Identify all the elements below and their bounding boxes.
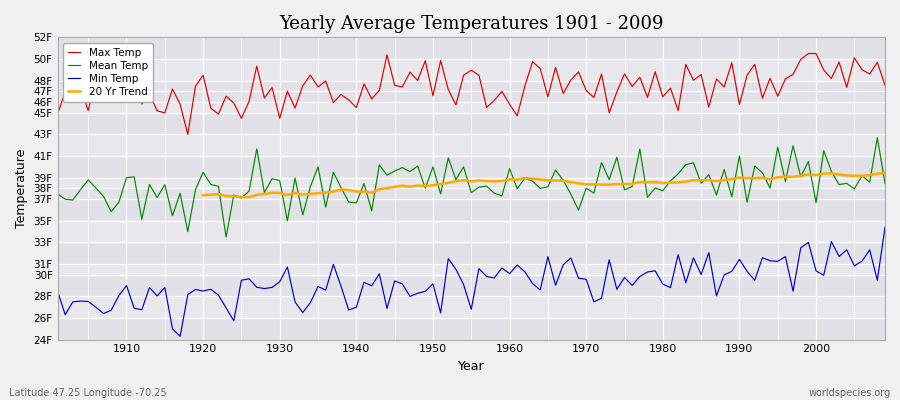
20 Yr Trend	[198, 193, 209, 198]
20 Yr Trend	[788, 174, 798, 179]
20 Yr Trend	[412, 183, 423, 188]
Max Temp	[52, 112, 63, 116]
20 Yr Trend	[297, 192, 308, 197]
Min Temp	[879, 225, 890, 230]
Mean Temp	[879, 181, 890, 186]
20 Yr Trend	[857, 174, 868, 178]
Min Temp	[52, 289, 63, 294]
Min Temp	[290, 300, 301, 304]
Max Temp	[290, 106, 301, 110]
Mean Temp	[512, 186, 523, 191]
Max Temp	[504, 102, 515, 106]
Bar	[58, 318, 885, 340]
20 Yr Trend	[772, 175, 783, 180]
Line: Min Temp: Min Temp	[58, 227, 885, 336]
Mean Temp	[52, 192, 63, 196]
Max Temp	[604, 110, 615, 115]
Mean Temp	[872, 135, 883, 140]
Text: worldspecies.org: worldspecies.org	[809, 388, 891, 398]
Legend: Max Temp, Mean Temp, Min Temp, 20 Yr Trend: Max Temp, Mean Temp, Min Temp, 20 Yr Tre…	[63, 42, 153, 102]
Min Temp	[175, 334, 185, 339]
Bar	[58, 275, 885, 296]
Mean Temp	[504, 166, 515, 171]
Max Temp	[113, 82, 124, 86]
Line: 20 Yr Trend: 20 Yr Trend	[203, 173, 885, 197]
Title: Yearly Average Temperatures 1901 - 2009: Yearly Average Temperatures 1901 - 2009	[279, 15, 663, 33]
Min Temp	[113, 293, 124, 298]
X-axis label: Year: Year	[458, 360, 484, 373]
Bar	[58, 37, 885, 59]
Mean Temp	[336, 185, 346, 190]
Min Temp	[336, 284, 346, 288]
Max Temp	[336, 92, 346, 97]
Bar	[58, 113, 885, 134]
Line: Max Temp: Max Temp	[58, 54, 885, 134]
Bar	[58, 242, 885, 264]
Mean Temp	[113, 200, 124, 205]
Min Temp	[512, 263, 523, 268]
Bar	[58, 80, 885, 102]
Mean Temp	[290, 176, 301, 180]
Bar	[58, 188, 885, 221]
Max Temp	[512, 113, 523, 118]
Max Temp	[879, 83, 890, 88]
Min Temp	[504, 271, 515, 276]
Mean Temp	[604, 177, 615, 182]
Text: Latitude 47.25 Longitude -70.25: Latitude 47.25 Longitude -70.25	[9, 388, 166, 398]
Y-axis label: Temperature: Temperature	[15, 149, 28, 228]
Bar	[58, 156, 885, 178]
Max Temp	[803, 51, 814, 56]
Line: Mean Temp: Mean Temp	[58, 138, 885, 237]
20 Yr Trend	[879, 170, 890, 175]
Min Temp	[604, 258, 615, 262]
Mean Temp	[220, 235, 231, 240]
20 Yr Trend	[680, 179, 691, 184]
Max Temp	[183, 132, 194, 137]
20 Yr Trend	[244, 195, 255, 200]
